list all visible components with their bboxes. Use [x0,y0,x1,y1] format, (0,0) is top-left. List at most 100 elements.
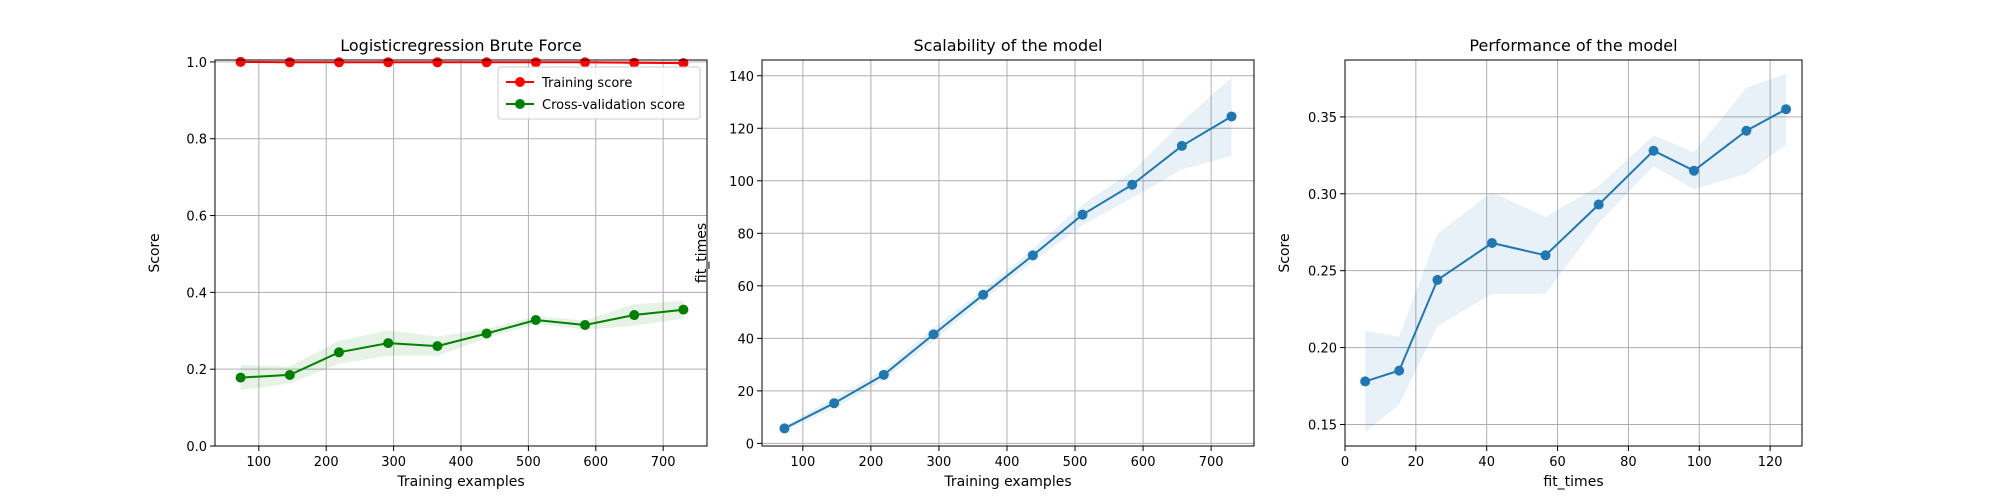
y-tick-label: 0.25 [1308,265,1337,280]
y-tick-label: 140 [729,70,754,85]
data-point [1077,209,1088,220]
x-tick-label: 100 [790,455,815,470]
y-tick-label: 0.15 [1308,418,1337,433]
data-point [481,57,492,68]
data-point [1432,274,1443,285]
y-tick-label: 0.35 [1308,111,1337,126]
data-point [1127,179,1138,190]
data-point [284,57,295,68]
y-axis-label: Score [1277,233,1293,272]
x-tick-label: 40 [1478,455,1495,470]
chart-panel-3: 0 20 40 60 80 100 120 0.15 0.20 0.25 0.30 0.35 Perfo… [1277,36,1803,490]
axes-frame [1344,59,1803,447]
legend: Training score Cross-validation score [497,66,701,120]
x-tick-label: 200 [858,455,883,470]
legend-label: Training score [541,76,632,91]
axes-frame [214,59,708,447]
data-point [432,57,443,68]
x-tick-label: 500 [516,455,541,470]
data-point [235,56,246,67]
x-axis-label: Training examples [943,474,1071,490]
y-tick-label: 0.20 [1308,342,1337,357]
data-point [235,372,246,383]
data-point [1360,376,1371,387]
legend-label: Cross-validation score [542,98,685,113]
data-point [1176,140,1187,151]
y-tick-label: 0.2 [186,363,207,378]
data-point [383,57,394,68]
data-point [878,369,889,380]
data-point [629,310,640,321]
data-point [1688,165,1699,176]
data-point [1540,250,1551,261]
x-tick-label: 300 [381,455,406,470]
series-line-1 [240,60,684,65]
x-tick-label: 400 [995,455,1020,470]
x-tick-label: 120 [1758,455,1783,470]
data-point [481,328,492,339]
x-tick-label: 100 [246,455,271,470]
data-point [1593,199,1604,210]
y-axis-label: fit_times [694,223,710,283]
x-tick-label: 400 [449,455,474,470]
y-axis-label: Score [147,233,163,272]
data-point [1394,365,1405,376]
x-tick-label: 20 [1408,455,1425,470]
data-point [1741,125,1752,136]
data-point [978,289,989,300]
y-tick-label: 0.4 [186,286,207,301]
data-point [530,315,541,326]
data-point [580,57,591,68]
chart-title: Scalability of the model [914,36,1103,55]
chart-panel-2: 100 200 300 400 500 600 700 0 20 40 60 80 100 120 140 S… [694,36,1255,490]
data-point [334,347,345,358]
y-tick-label: 40 [737,332,754,347]
x-tick-label: 60 [1549,455,1566,470]
y-tick-label: 80 [737,227,754,242]
x-tick-label: 80 [1620,455,1637,470]
data-point [829,398,840,409]
data-point [1781,104,1792,115]
x-tick-label: 100 [1687,455,1712,470]
data-point [383,338,394,349]
x-tick-label: 700 [1199,455,1224,470]
chart-panel-1: 100 200 300 400 500 600 700 0.0 0.2 0.4 0.6 0.8 1.0 L… [147,36,708,490]
x-tick-label: 0 [1341,455,1349,470]
data-point [678,304,689,315]
x-tick-label: 700 [651,455,676,470]
x-tick-label: 500 [1063,455,1088,470]
legend-marker [515,99,525,109]
data-point [432,341,443,352]
y-tick-label: 0.8 [186,133,207,148]
x-tick-label: 300 [927,455,952,470]
legend-marker [515,77,525,87]
y-tick-label: 20 [737,385,754,400]
y-tick-label: 0 [746,437,754,452]
y-tick-label: 60 [737,280,754,295]
y-tick-label: 0.6 [186,210,207,225]
data-point [779,423,790,434]
data-point [580,320,591,331]
x-axis-label: Training examples [396,474,524,490]
data-point [334,57,345,68]
data-point [284,369,295,380]
data-point [1027,250,1038,261]
x-tick-label: 600 [1131,455,1156,470]
chart-title: Logisticregression Brute Force [340,36,582,55]
data-point [629,57,640,68]
data-point [530,57,541,68]
x-tick-label: 200 [314,455,339,470]
chart-title: Performance of the model [1469,36,1677,55]
y-tick-label: 0.0 [186,440,207,455]
y-tick-label: 1.0 [186,56,207,71]
data-point [678,58,689,69]
data-point [928,329,939,340]
series-line-1 [784,115,1233,430]
x-tick-label: 600 [583,455,608,470]
axes-frame [761,59,1255,447]
series-line-1 [1364,108,1787,383]
legend-box [497,66,701,120]
y-tick-label: 100 [729,175,754,190]
